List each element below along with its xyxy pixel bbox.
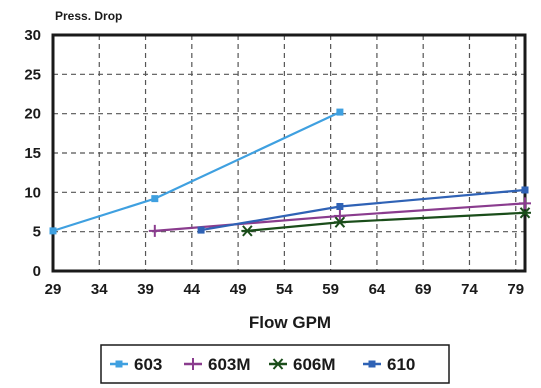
- data-point-606M: [333, 216, 346, 228]
- y-axis-label: Press. Drop: [55, 9, 122, 23]
- y-tick-label: 10: [24, 184, 41, 201]
- data-point-606M: [519, 207, 531, 219]
- x-tick-label: 59: [322, 281, 339, 298]
- data-point-603M: [333, 209, 346, 222]
- data-point-610: [336, 202, 344, 210]
- series-layer: [49, 108, 531, 237]
- legend-marker: [368, 360, 376, 368]
- data-point-603M: [519, 197, 531, 210]
- x-tick-label: 34: [91, 281, 108, 298]
- y-tick-label: 15: [24, 145, 41, 162]
- legend-item-610: 610: [363, 355, 415, 374]
- legend-marker: [115, 360, 123, 368]
- x-tick-label: 29: [45, 281, 62, 298]
- y-tick-label: 30: [24, 27, 41, 44]
- x-tick-label: 54: [276, 281, 293, 298]
- legend: 603 603M 606M 610: [110, 355, 415, 374]
- x-tick-label: 79: [507, 281, 524, 298]
- data-point-603: [336, 108, 344, 116]
- data-point-610: [521, 186, 529, 194]
- legend-label: 610: [387, 355, 415, 374]
- grid-layer: [53, 35, 525, 271]
- data-point-603M: [148, 224, 161, 237]
- x-tick-label: 49: [230, 281, 247, 298]
- x-tick-label: 69: [415, 281, 432, 298]
- data-point-603: [49, 227, 57, 235]
- data-point-606M: [241, 225, 254, 237]
- y-tick-label: 0: [33, 263, 41, 280]
- legend-label: 603M: [208, 355, 251, 374]
- legend-item-603M: 603M: [184, 355, 251, 374]
- legend-label: 603: [134, 355, 162, 374]
- data-point-610: [197, 226, 205, 234]
- x-tick-label: 39: [137, 281, 154, 298]
- y-tick-label: 20: [24, 106, 41, 123]
- y-tick-label: 25: [24, 66, 41, 83]
- data-point-603: [151, 195, 159, 203]
- x-tick-labels: 29 34 39 44 49 54 59 64 69 74 79: [45, 281, 524, 298]
- x-axis-label: Flow GPM: [249, 313, 331, 332]
- x-tick-label: 64: [369, 281, 386, 298]
- legend-marker: [272, 358, 284, 370]
- y-tick-labels: 0 5 10 15 20 25 30: [24, 27, 41, 280]
- y-tick-label: 5: [33, 224, 41, 241]
- legend-item-603: 603: [110, 355, 162, 374]
- plot-frame: [51, 33, 527, 273]
- legend-label: 606M: [293, 355, 336, 374]
- legend-item-606M: 606M: [269, 355, 336, 374]
- x-tick-label: 44: [183, 281, 200, 298]
- legend-marker: [187, 358, 199, 370]
- x-tick-label: 74: [461, 281, 478, 298]
